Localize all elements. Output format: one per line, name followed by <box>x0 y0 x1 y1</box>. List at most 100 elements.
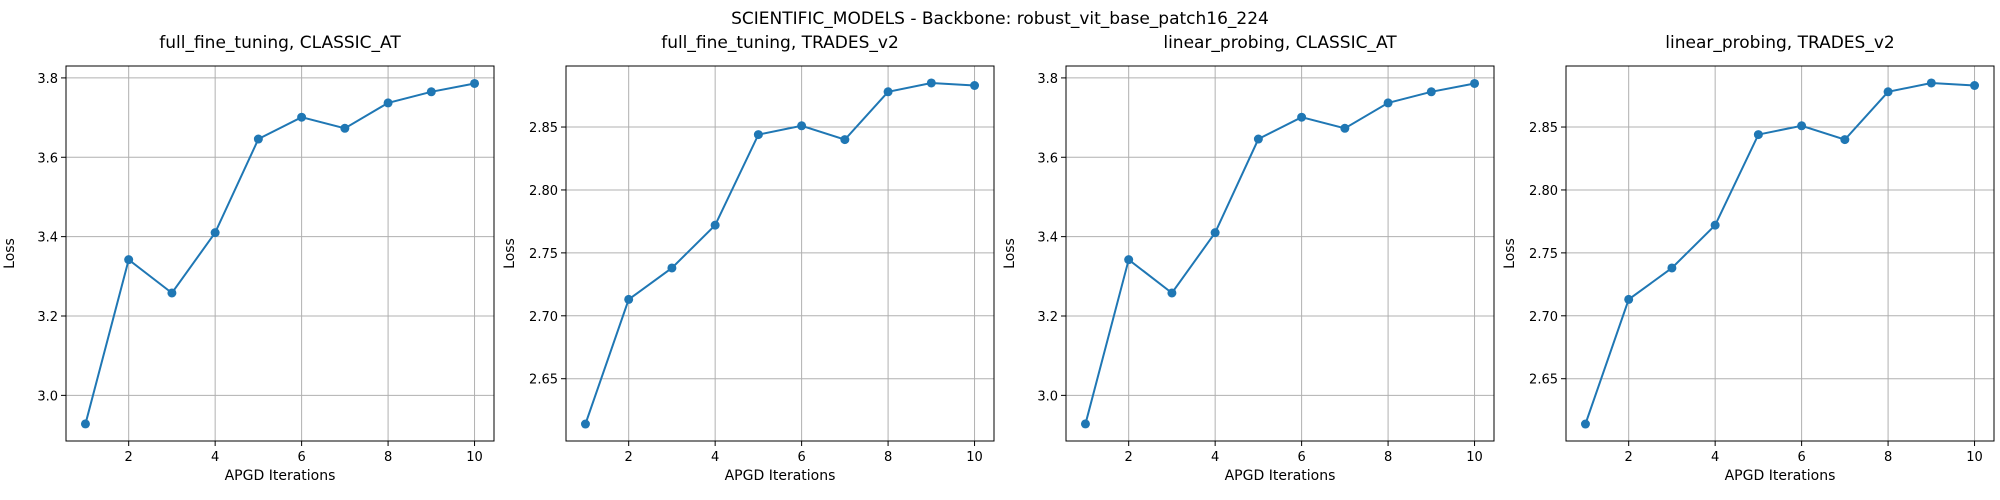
data-point <box>426 87 436 97</box>
plot-frame <box>65 65 495 442</box>
data-point <box>1624 294 1634 304</box>
data-point <box>1580 419 1590 429</box>
y-tick-label: 2.80 <box>529 184 558 199</box>
data-point <box>970 81 980 91</box>
subplot-title: full_fine_tuning, TRADES_v2 <box>661 33 899 53</box>
x-tick-label: 4 <box>711 450 719 465</box>
x-tick-label: 8 <box>1884 450 1892 465</box>
data-point <box>883 87 893 97</box>
data-point <box>1667 263 1677 273</box>
subplots-container: 2 4 6 8 10 3.0 3.2 3.4 3.6 3.8 full_fine_tuning, C… <box>2 33 1995 484</box>
data-point <box>470 78 480 88</box>
data-point <box>297 112 307 122</box>
data-point <box>1297 112 1307 122</box>
x-axis-label: APGD Iterations <box>1225 468 1336 484</box>
y-tick-label: 2.70 <box>1529 310 1558 325</box>
y-tick-label: 3.2 <box>37 310 58 325</box>
x-tick-label: 4 <box>1211 450 1219 465</box>
y-axis-label: Loss <box>1002 238 1018 269</box>
y-tick-label: 2.85 <box>1529 121 1558 136</box>
data-point <box>797 121 807 131</box>
x-tick-label: 8 <box>1384 450 1392 465</box>
x-tick-label: 6 <box>797 450 805 465</box>
y-tick-label: 3.0 <box>1037 389 1058 404</box>
x-tick-label: 6 <box>1797 450 1805 465</box>
y-tick-label: 3.6 <box>37 151 58 166</box>
y-tick-label: 2.80 <box>1529 184 1558 199</box>
figure-suptitle: SCIENTIFIC_MODELS - Backbone: robust_vit… <box>731 9 1269 29</box>
subplot: 2 4 6 8 10 3.0 3.2 3.4 3.6 3.8 full_fine_tuning, C… <box>2 33 495 484</box>
x-axis-label: APGD Iterations <box>225 468 336 484</box>
data-point <box>1383 98 1393 108</box>
y-tick-label: 3.6 <box>1037 151 1058 166</box>
series-line <box>1584 81 1975 425</box>
subplot-title: linear_probing, TRADES_v2 <box>1665 33 1894 53</box>
data-point <box>1340 123 1350 133</box>
data-point <box>580 419 590 429</box>
data-point <box>710 220 720 230</box>
x-tick-label: 10 <box>466 450 483 465</box>
data-point <box>753 130 763 140</box>
data-point <box>1470 78 1480 88</box>
data-point <box>1840 135 1850 145</box>
data-point <box>624 294 634 304</box>
x-tick-label: 2 <box>625 450 633 465</box>
data-point <box>1210 228 1220 238</box>
x-tick-label: 8 <box>884 450 892 465</box>
y-tick-label: 3.8 <box>37 72 58 87</box>
y-axis-label: Loss <box>2 238 18 269</box>
y-tick-label: 2.65 <box>529 373 558 388</box>
plot-frame <box>565 65 995 442</box>
data-point <box>1926 78 1936 88</box>
data-point <box>1080 419 1090 429</box>
y-tick-label: 2.85 <box>529 121 558 136</box>
data-point <box>1753 130 1763 140</box>
x-tick-label: 6 <box>1297 450 1305 465</box>
x-tick-label: 10 <box>966 450 983 465</box>
x-tick-label: 2 <box>1625 450 1633 465</box>
plot-frame <box>1565 65 1995 442</box>
data-point <box>1124 255 1134 265</box>
data-point <box>1710 220 1720 230</box>
subplot: 2 4 6 8 10 2.65 2.70 2.75 2.80 2.85 full_fine_tuni… <box>502 33 995 484</box>
y-tick-label: 3.4 <box>1037 231 1058 246</box>
x-tick-label: 10 <box>1466 450 1483 465</box>
y-axis-label: Loss <box>502 238 518 269</box>
x-axis-label: APGD Iterations <box>1725 468 1836 484</box>
data-point <box>667 263 677 273</box>
data-point <box>383 98 393 108</box>
y-tick-label: 3.0 <box>37 389 58 404</box>
x-tick-label: 4 <box>1711 450 1719 465</box>
data-point <box>1883 87 1893 97</box>
x-tick-label: 6 <box>297 450 305 465</box>
data-point <box>80 419 90 429</box>
data-point <box>210 228 220 238</box>
x-tick-label: 10 <box>1966 450 1983 465</box>
x-tick-label: 2 <box>125 450 133 465</box>
x-tick-label: 4 <box>211 450 219 465</box>
y-tick-label: 2.75 <box>1529 247 1558 262</box>
subplot: 2 4 6 8 10 2.65 2.70 2.75 2.80 2.85 linear_probing… <box>1502 33 1995 484</box>
data-point <box>253 134 263 144</box>
data-point <box>926 78 936 88</box>
data-point <box>340 123 350 133</box>
data-point <box>1426 87 1436 97</box>
y-tick-label: 3.4 <box>37 231 58 246</box>
y-tick-label: 2.70 <box>529 310 558 325</box>
data-point <box>1167 288 1177 298</box>
y-axis-label: Loss <box>1502 238 1518 269</box>
subplot: 2 4 6 8 10 3.0 3.2 3.4 3.6 3.8 linear_probing, CLA… <box>1002 33 1495 484</box>
series-line <box>1084 82 1475 425</box>
data-point <box>1970 81 1980 91</box>
y-tick-label: 2.75 <box>529 247 558 262</box>
data-point <box>124 255 134 265</box>
series-line <box>84 82 475 425</box>
x-tick-label: 8 <box>384 450 392 465</box>
y-tick-label: 3.8 <box>1037 72 1058 87</box>
data-point <box>840 135 850 145</box>
series-line <box>584 81 975 425</box>
x-axis-label: APGD Iterations <box>725 468 836 484</box>
data-point <box>167 288 177 298</box>
y-tick-label: 3.2 <box>1037 310 1058 325</box>
